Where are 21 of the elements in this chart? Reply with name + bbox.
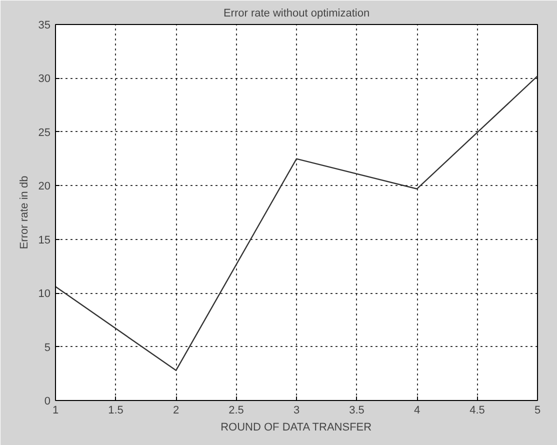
- x-tick-label: 3: [293, 404, 300, 416]
- x-axis-title: ROUND OF DATA TRANSFER: [220, 422, 372, 434]
- chart-title: Error rate without optimization: [223, 8, 370, 20]
- x-tick-label: 1: [52, 404, 59, 416]
- x-tick-label: 2: [172, 404, 180, 416]
- y-tick-label: 10: [38, 288, 51, 300]
- line-series: [56, 75, 538, 372]
- x-tick-label: 3.5: [349, 404, 364, 416]
- y-tick-label: 35: [38, 20, 51, 32]
- y-tick-label: 25: [38, 126, 51, 139]
- x-tick-label: 4: [414, 404, 420, 416]
- y-tick-label: 0: [44, 396, 51, 408]
- x-tick-label: 4.5: [470, 404, 485, 416]
- y-axis-title: Error rate in db: [18, 176, 30, 250]
- y-tick-label: 20: [38, 180, 51, 193]
- x-tick-label: 1.5: [108, 404, 124, 416]
- x-tick-label: 2.5: [228, 404, 244, 416]
- y-tick-label: 15: [38, 234, 51, 246]
- x-tick-label: 5: [534, 404, 541, 416]
- y-tick-label: 5: [44, 342, 51, 354]
- y-tick-label: 30: [38, 73, 51, 86]
